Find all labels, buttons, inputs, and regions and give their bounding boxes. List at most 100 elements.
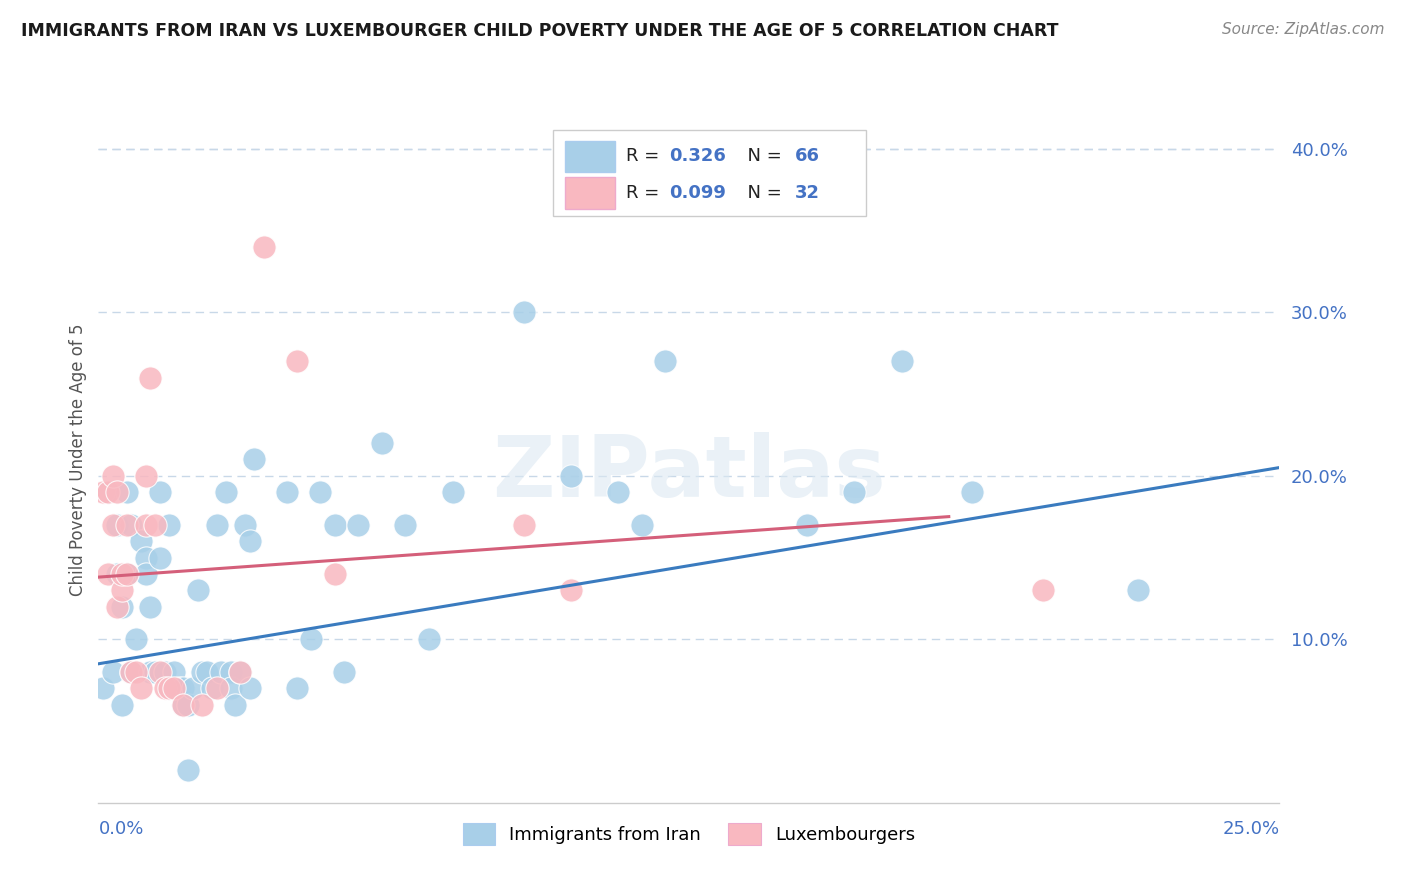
Point <box>195 665 218 679</box>
Point <box>181 681 204 696</box>
Point <box>115 485 138 500</box>
Point <box>215 485 238 500</box>
Point <box>149 550 172 565</box>
Point <box>149 485 172 500</box>
Point <box>153 665 176 679</box>
Point <box>285 354 308 368</box>
Text: 66: 66 <box>796 147 820 166</box>
Point <box>97 566 120 581</box>
Point <box>172 698 194 712</box>
Point <box>91 681 114 696</box>
Point <box>163 681 186 696</box>
Point <box>135 517 157 532</box>
Point <box>125 632 148 647</box>
Point <box>239 534 262 549</box>
Point <box>229 665 252 679</box>
Text: R =: R = <box>626 147 665 166</box>
Point <box>111 566 134 581</box>
Point <box>111 698 134 712</box>
Point <box>172 698 194 712</box>
Point <box>111 599 134 614</box>
Point <box>129 681 152 696</box>
Point <box>157 681 180 696</box>
Text: 32: 32 <box>796 184 820 202</box>
Point <box>139 665 162 679</box>
Point <box>172 681 194 696</box>
Point <box>101 468 124 483</box>
Point <box>276 485 298 500</box>
Legend: Immigrants from Iran, Luxembourgers: Immigrants from Iran, Luxembourgers <box>463 823 915 846</box>
Point <box>323 566 346 581</box>
Point <box>209 665 232 679</box>
Point <box>105 517 128 532</box>
Point <box>654 354 676 368</box>
Point <box>191 665 214 679</box>
Point <box>844 485 866 500</box>
Point <box>253 240 276 254</box>
Point <box>135 550 157 565</box>
Point <box>157 681 180 696</box>
Point <box>333 665 356 679</box>
Point <box>285 681 308 696</box>
Point <box>121 665 143 679</box>
Text: N =: N = <box>737 184 787 202</box>
Point <box>177 698 200 712</box>
Point <box>512 305 534 319</box>
Point <box>121 665 143 679</box>
Point <box>135 468 157 483</box>
Point <box>97 485 120 500</box>
Point <box>890 354 912 368</box>
Point <box>91 485 114 500</box>
Text: 0.326: 0.326 <box>669 147 725 166</box>
FancyBboxPatch shape <box>565 178 614 209</box>
Point <box>205 517 228 532</box>
Point <box>233 517 256 532</box>
Point <box>97 485 120 500</box>
Point <box>167 681 190 696</box>
Point <box>187 583 209 598</box>
Point <box>105 485 128 500</box>
Point <box>347 517 370 532</box>
Point <box>229 665 252 679</box>
Point <box>191 698 214 712</box>
Point <box>309 485 332 500</box>
Point <box>219 665 242 679</box>
Point <box>219 681 242 696</box>
Point <box>121 517 143 532</box>
Text: IMMIGRANTS FROM IRAN VS LUXEMBOURGER CHILD POVERTY UNDER THE AGE OF 5 CORRELATIO: IMMIGRANTS FROM IRAN VS LUXEMBOURGER CHI… <box>21 22 1059 40</box>
Point <box>607 485 630 500</box>
Point <box>560 583 582 598</box>
Point <box>441 485 464 500</box>
FancyBboxPatch shape <box>565 141 614 172</box>
Point <box>115 517 138 532</box>
Point <box>205 681 228 696</box>
Point <box>129 534 152 549</box>
Text: 0.0%: 0.0% <box>98 820 143 838</box>
Point <box>1032 583 1054 598</box>
Point <box>125 665 148 679</box>
Point <box>153 681 176 696</box>
Point <box>323 517 346 532</box>
Point <box>962 485 984 500</box>
Point <box>157 517 180 532</box>
Y-axis label: Child Poverty Under the Age of 5: Child Poverty Under the Age of 5 <box>69 323 87 596</box>
Point <box>418 632 440 647</box>
Point <box>630 517 652 532</box>
Point <box>394 517 416 532</box>
Point <box>149 665 172 679</box>
Point <box>143 517 166 532</box>
Point <box>105 599 128 614</box>
Text: Source: ZipAtlas.com: Source: ZipAtlas.com <box>1222 22 1385 37</box>
Point <box>139 599 162 614</box>
Point <box>101 665 124 679</box>
Point <box>512 517 534 532</box>
Point <box>115 566 138 581</box>
Point <box>239 681 262 696</box>
Point <box>111 583 134 598</box>
Point <box>299 632 322 647</box>
Point <box>115 566 138 581</box>
Text: N =: N = <box>737 147 787 166</box>
FancyBboxPatch shape <box>553 129 866 216</box>
Point <box>105 566 128 581</box>
Point <box>143 665 166 679</box>
